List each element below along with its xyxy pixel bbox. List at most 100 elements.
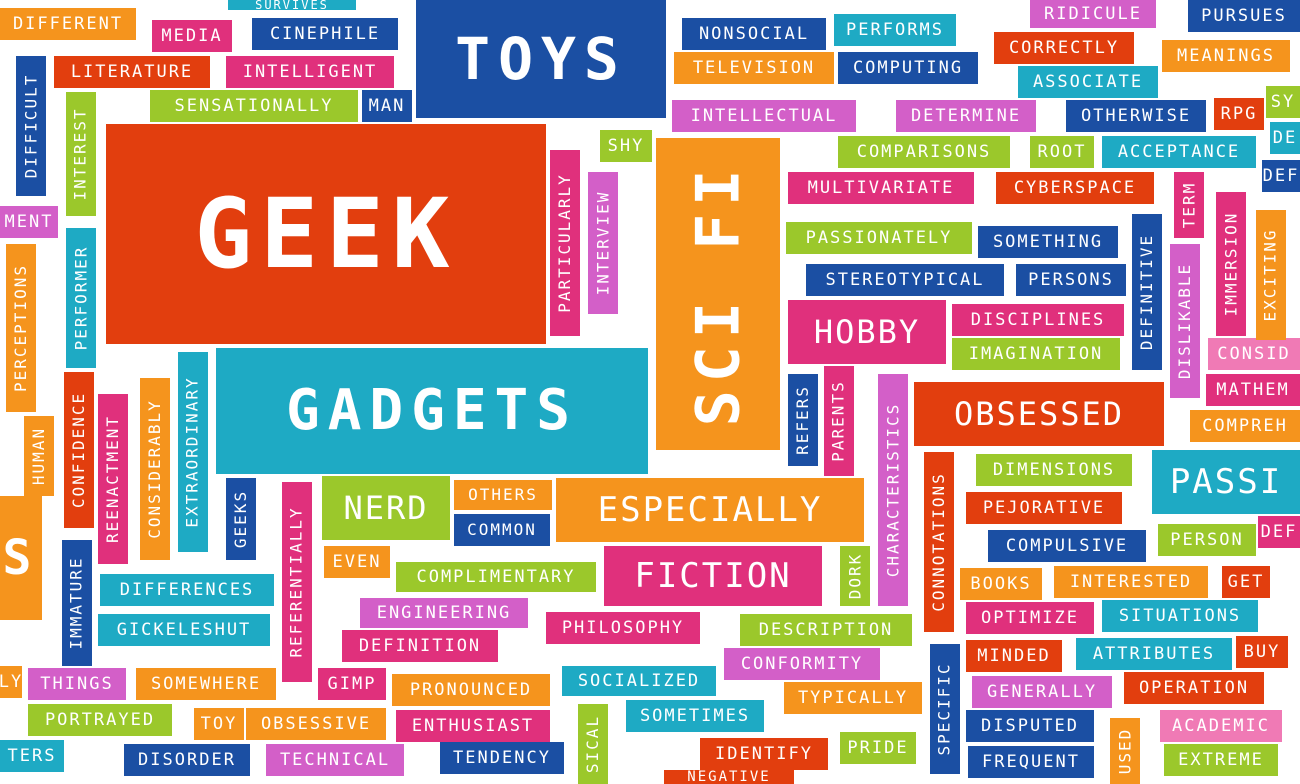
word-tile-differences: DIFFERENCES xyxy=(100,574,274,606)
word-tile-sci-fi: SCI FI xyxy=(656,138,780,450)
word-label: PASSIONATELY xyxy=(805,227,953,248)
word-tile-intellectual: INTELLECTUAL xyxy=(672,100,856,132)
word-label: LY xyxy=(0,671,22,692)
word-tile-disorder: DISORDER xyxy=(124,744,250,776)
word-tile-immature: IMMATURE xyxy=(62,540,92,666)
word-tile-pursues: PURSUES xyxy=(1188,0,1300,32)
word-label: DETERMINE xyxy=(910,105,1022,126)
word-label: FICTION xyxy=(634,556,792,596)
word-label: INTELLECTUAL xyxy=(690,105,838,126)
word-label: OBSESSED xyxy=(953,395,1125,433)
word-label: OPERATION xyxy=(1138,677,1250,698)
word-tile-sometimes: SOMETIMES xyxy=(626,700,764,732)
word-tile-imagination: IMAGINATION xyxy=(952,338,1120,370)
word-tile-socialized: SOCIALIZED xyxy=(562,666,716,696)
word-tile-performer: PERFORMER xyxy=(66,228,96,368)
word-tile-media: MEDIA xyxy=(152,20,232,52)
word-label: MENT xyxy=(4,211,54,232)
word-label: EXTRAORDINARY xyxy=(183,376,203,528)
word-label: EXTREME xyxy=(1178,749,1264,770)
word-label: CONSIDERABLY xyxy=(145,399,164,539)
word-tile-comparisons: COMPARISONS xyxy=(838,136,1010,168)
word-label: S xyxy=(2,530,40,586)
word-tile-ters: TERS xyxy=(0,740,64,772)
word-tile-exciting: EXCITING xyxy=(1256,210,1286,340)
word-tile-specific: SPECIFIC xyxy=(930,644,960,774)
word-tile-obsessed: OBSESSED xyxy=(914,382,1164,446)
word-tile-pejorative: PEJORATIVE xyxy=(966,492,1122,524)
word-label: CONFORMITY xyxy=(740,653,864,674)
word-label: LITERATURE xyxy=(70,61,194,82)
word-label: OBSESSIVE xyxy=(260,713,372,734)
word-label: SOCIALIZED xyxy=(577,670,701,691)
word-label: ESPECIALLY xyxy=(597,490,823,530)
word-tile-obsessive: OBSESSIVE xyxy=(246,708,386,740)
word-label: OTHERWISE xyxy=(1080,105,1192,126)
word-tile-connotations: CONNOTATIONS xyxy=(924,452,954,632)
word-tile-toys: TOYS xyxy=(416,0,666,118)
word-label: HUMAN xyxy=(29,426,49,486)
word-label: ASSOCIATE xyxy=(1032,71,1144,92)
word-label: PERFORMS xyxy=(846,19,944,40)
word-tile-fiction: FICTION xyxy=(604,546,822,606)
word-label: RPG xyxy=(1220,103,1258,124)
word-tile-enthusiast: ENTHUSIAST xyxy=(396,710,550,742)
word-label: COMPUTING xyxy=(852,57,964,78)
word-label: PARENTS xyxy=(829,380,848,462)
word-tile-even: EVEN xyxy=(324,546,390,578)
word-tile-de: DE xyxy=(1270,122,1300,154)
word-tile-get: GET xyxy=(1222,566,1270,598)
word-label: COMMON xyxy=(467,520,537,539)
word-tile-intelligent: INTELLIGENT xyxy=(226,56,394,88)
word-tile-person: PERSON xyxy=(1158,524,1256,556)
word-tile-correctly: CORRECTLY xyxy=(994,32,1134,64)
word-tile-def: DEF xyxy=(1258,516,1300,548)
word-tile-man: MAN xyxy=(362,90,412,122)
word-label: GEEK xyxy=(194,178,458,290)
word-label: EVEN xyxy=(332,551,382,572)
word-label: TECHNICAL xyxy=(279,749,391,770)
word-tile-interested: INTERESTED xyxy=(1054,566,1208,598)
word-tile-something: SOMETHING xyxy=(978,226,1118,258)
word-label: SOMETIMES xyxy=(639,705,751,726)
word-label: DISPUTED xyxy=(981,715,1079,736)
word-tile-extreme: EXTREME xyxy=(1164,744,1278,776)
word-tile-identify: IDENTIFY xyxy=(700,738,828,770)
word-tile-portrayed: PORTRAYED xyxy=(28,704,172,736)
word-label: CONNOTATIONS xyxy=(929,472,948,612)
word-tile-somewhere: SOMEWHERE xyxy=(136,668,276,700)
word-label: PARTICULARLY xyxy=(555,173,574,313)
word-tile-tendency: TENDENCY xyxy=(440,742,564,774)
word-tile-compreh: COMPREH xyxy=(1190,410,1300,442)
word-label: EXCITING xyxy=(1261,228,1280,322)
word-label: TOYS xyxy=(455,25,627,93)
word-label: DEF xyxy=(1260,521,1298,542)
word-label: COMPREH xyxy=(1202,415,1288,436)
word-label: COMPULSIVE xyxy=(1005,535,1129,556)
word-tile-rpg: RPG xyxy=(1214,98,1264,130)
word-label: ACCEPTANCE xyxy=(1117,141,1241,162)
word-label: DEFINITIVE xyxy=(1137,233,1157,351)
word-tile-referentially: REFERENTIALLY xyxy=(282,482,312,682)
word-tile-buy: BUY xyxy=(1236,636,1288,668)
word-tile-definitive: DEFINITIVE xyxy=(1132,214,1162,370)
word-tile-definition: DEFINITION xyxy=(342,630,498,662)
word-tile-disputed: DISPUTED xyxy=(966,710,1094,742)
word-tile-generally: GENERALLY xyxy=(972,676,1112,708)
word-label: TERM xyxy=(1179,181,1198,229)
word-label: GEEKS xyxy=(231,489,251,549)
word-tile-geeks: GEEKS xyxy=(226,478,256,560)
word-label: IDENTIFY xyxy=(715,743,813,764)
word-tile-persons: PERSONS xyxy=(1016,264,1126,296)
word-tile-philosophy: PHILOSOPHY xyxy=(546,612,700,644)
word-label: SHY xyxy=(607,135,645,156)
word-tile-multivariate: MULTIVARIATE xyxy=(788,172,974,204)
word-label: HOBBY xyxy=(813,313,921,351)
word-tile-academic: ACADEMIC xyxy=(1160,710,1282,742)
word-tile-disciplines: DISCIPLINES xyxy=(952,304,1124,336)
word-tile-nonsocial: NONSOCIAL xyxy=(682,18,826,50)
word-label: DEFINITION xyxy=(358,635,482,656)
word-label: COMPARISONS xyxy=(856,141,992,162)
word-tile-cinephile: CINEPHILE xyxy=(252,18,398,50)
word-tile-acceptance: ACCEPTANCE xyxy=(1102,136,1256,168)
